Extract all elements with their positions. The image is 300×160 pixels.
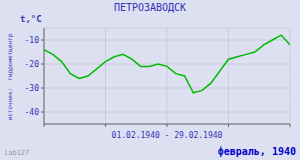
html-text:01.02.1940 - 29.02.1940: 01.02.1940 - 29.02.1940 [111, 131, 223, 140]
html-text:ПЕТРОЗАВОДСК: ПЕТРОЗАВОДСК [113, 2, 187, 13]
html-text:февраль, 1940: февраль, 1940 [217, 146, 296, 157]
svg-text:-20: -20 [25, 60, 40, 69]
html-text:lab127: lab127 [4, 149, 30, 157]
html-text:t,°C: t,°C [20, 14, 42, 24]
html-text:источник: гидрометцентр: источник: гидрометцентр [5, 33, 13, 121]
svg-text:-40: -40 [25, 108, 40, 117]
svg-text:-30: -30 [25, 84, 40, 93]
svg-text:-10: -10 [25, 36, 40, 45]
